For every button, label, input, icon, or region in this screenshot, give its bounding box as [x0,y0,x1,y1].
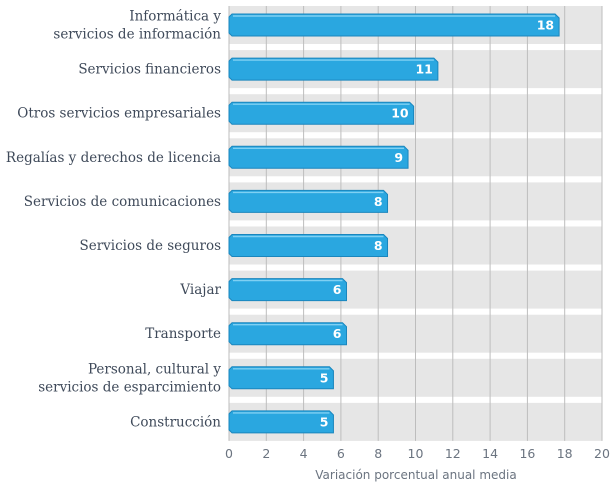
category-label: Otros servicios empresariales [17,106,221,122]
category-label: Transporte [145,326,221,342]
x-tick-labels: 0 2 4 6 8 10 12 14 16 18 20 [225,446,610,461]
data-label: 5 [320,370,329,385]
bar [228,278,347,302]
bar [228,13,560,37]
data-label: 10 [391,106,409,121]
bar [228,366,334,390]
x-tick-label: 16 [519,446,535,461]
bar [228,234,389,257]
category-label: Construcción [130,414,221,430]
category-labels: Informática y servicios de información Ser… [6,9,222,431]
x-tick-label: 14 [482,446,498,461]
bar [228,57,439,81]
bar [228,189,389,213]
category-label: Servicios de seguros [79,238,221,254]
category-label: Personal, cultural y [88,361,221,377]
data-label: 9 [394,150,403,165]
grid-lines [228,6,603,441]
category-label: Servicios financieros [78,62,221,78]
category-label: Servicios de comunicaciones [24,194,221,210]
category-label: Informática y [129,9,221,25]
data-label: 5 [320,414,329,429]
x-tick-label: 2 [262,446,270,461]
x-tick-label: 20 [594,446,610,461]
x-tick-label: 10 [408,446,424,461]
category-label: Regalías y derechos de licencia [6,150,221,166]
bar [228,322,347,346]
x-tick-label: 8 [374,446,382,461]
x-tick-label: 6 [337,446,345,461]
category-label: servicios de información [53,27,221,43]
x-tick-label: 4 [300,446,308,461]
bar [228,145,409,169]
x-tick-label: 18 [557,446,573,461]
category-label: Viajar [179,282,221,298]
x-axis-title: Variación porcentual anual media [315,468,516,482]
x-tick-label: 12 [445,446,461,461]
bars: 18 11 10 9 8 8 6 6 5 5 [228,13,560,434]
data-label: 6 [333,326,342,341]
data-label: 6 [333,282,342,297]
data-label: 8 [374,238,383,253]
data-label: 11 [415,62,432,77]
data-label: 18 [537,18,554,33]
x-tick-label: 0 [225,446,233,461]
bar [228,101,415,125]
bar [228,410,334,434]
category-label: servicios de esparcimiento [38,379,221,395]
data-label: 8 [374,194,383,209]
